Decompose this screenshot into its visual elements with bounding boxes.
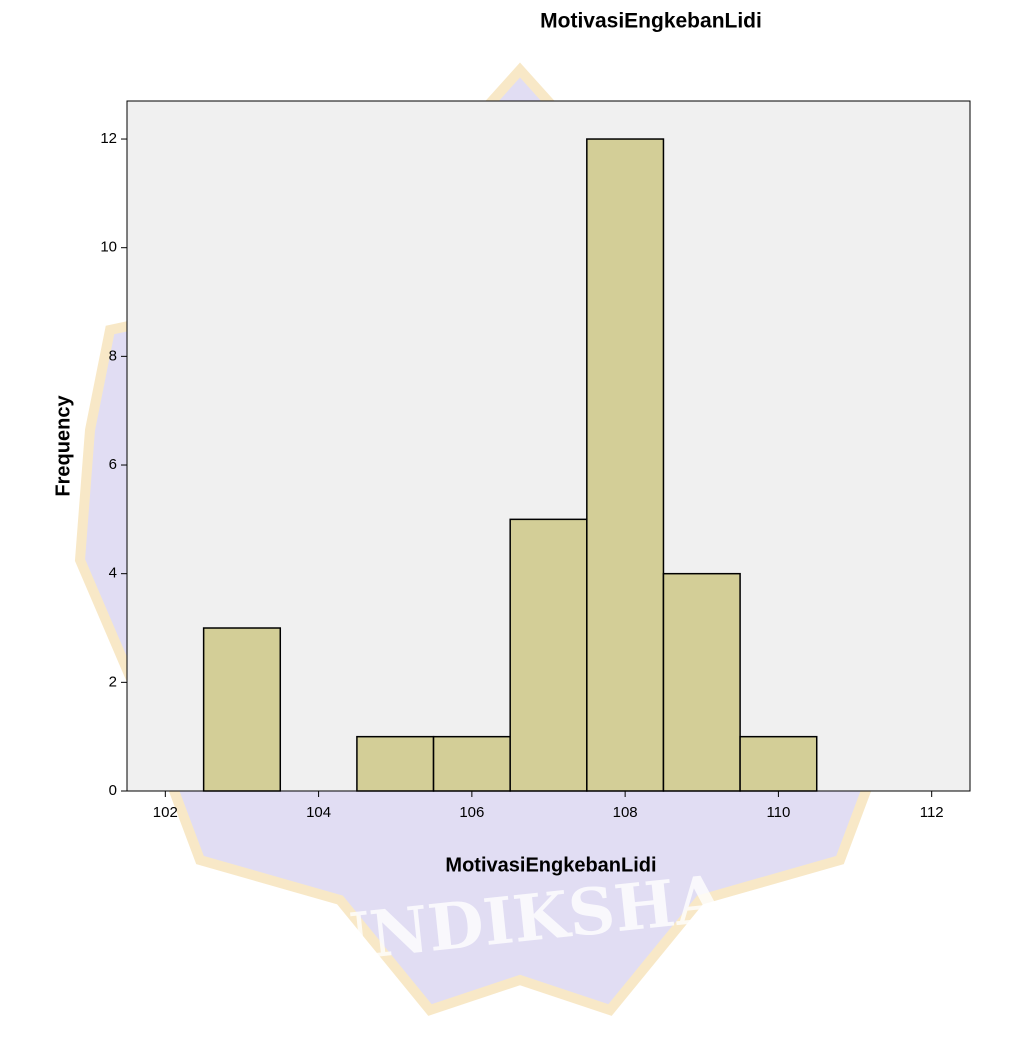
x-tick-label: 106 xyxy=(459,804,484,821)
histogram-bar xyxy=(434,737,511,791)
y-tick-label: 12 xyxy=(100,130,117,147)
x-tick-label: 110 xyxy=(766,804,790,821)
histogram-bar xyxy=(357,737,434,791)
y-tick-label: 2 xyxy=(109,673,117,690)
histogram-bar xyxy=(510,519,587,791)
x-axis-label: MotivasiEngkebanLidi xyxy=(445,854,656,876)
y-tick-label: 0 xyxy=(109,782,117,799)
x-tick-label: 104 xyxy=(306,804,331,821)
y-axis-label: Frequency xyxy=(52,395,74,497)
y-tick-label: 8 xyxy=(109,347,117,364)
chart-title: MotivasiEngkebanLidi xyxy=(540,10,762,33)
y-tick-label: 6 xyxy=(109,456,117,473)
histogram-bar xyxy=(204,628,281,791)
y-tick-label: 10 xyxy=(100,239,117,256)
histogram-bar xyxy=(740,737,817,791)
x-tick-label: 108 xyxy=(613,804,638,821)
histogram-bar xyxy=(587,139,664,791)
histogram-bar xyxy=(663,574,740,791)
x-tick-label: 112 xyxy=(920,804,944,821)
x-tick-label: 102 xyxy=(153,804,178,821)
page: {"chart_data": {"type": "histogram", "ti… xyxy=(0,0,1022,1045)
chart: UNDIKSHA MotivasiEngkebanLidi MotivasiEn… xyxy=(0,0,1022,1045)
y-tick-label: 4 xyxy=(109,565,117,582)
